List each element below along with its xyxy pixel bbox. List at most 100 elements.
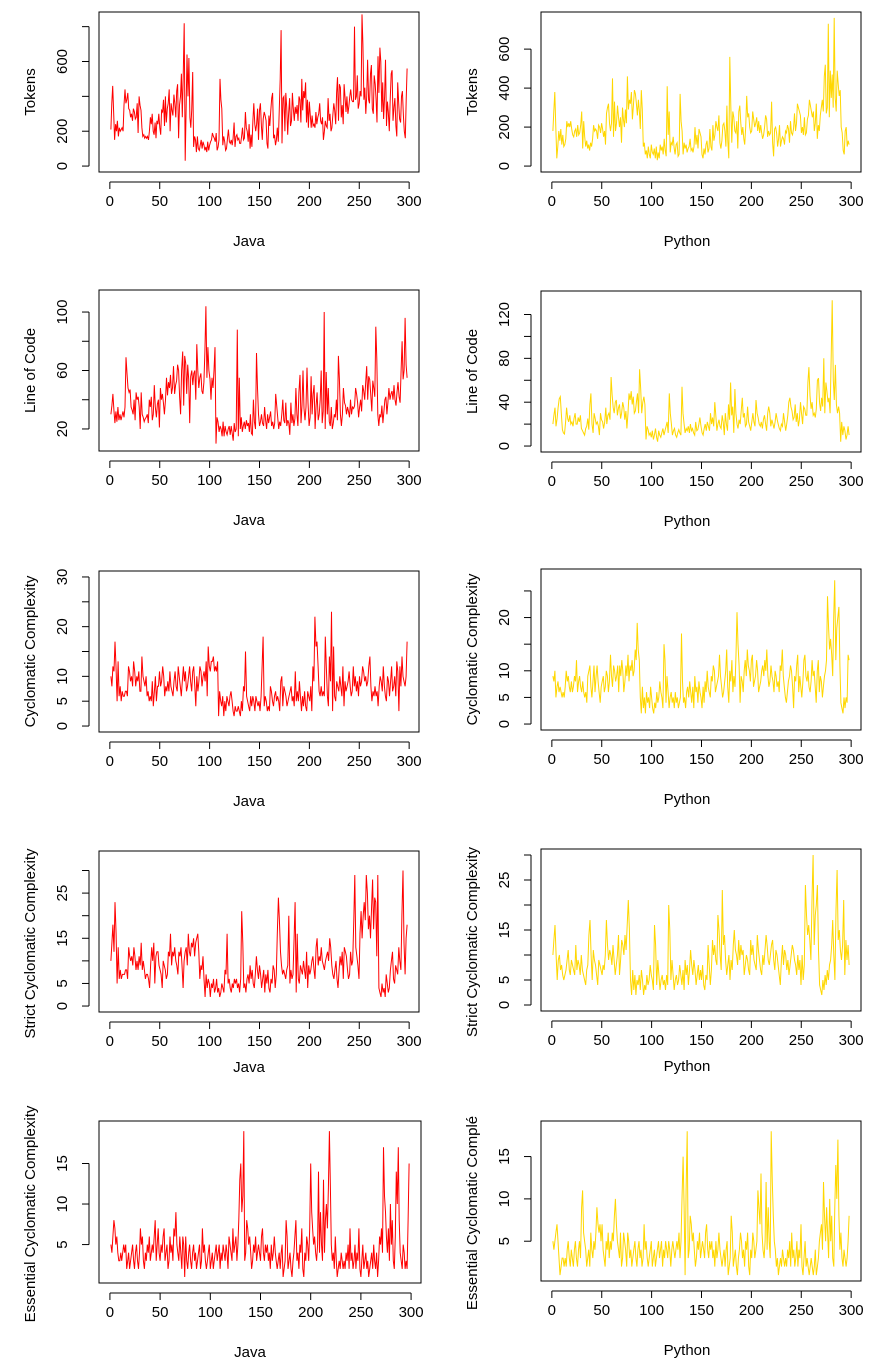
x-tick-label: 200 [739, 193, 764, 210]
y-tick-label: 200 [54, 119, 71, 144]
series-line-python-cc [552, 580, 850, 714]
series-line-java-tokens [110, 14, 408, 161]
y-tick-label: 200 [496, 115, 513, 140]
x-tick-label: 300 [397, 753, 422, 770]
plot-box [540, 848, 862, 1012]
series-line-java-ecc [110, 1131, 410, 1278]
y-tick-label: 10 [54, 1196, 71, 1213]
x-tick-label: 300 [839, 473, 864, 490]
series-line-python-loc [552, 300, 850, 442]
y-axis: 20 60 100 [54, 300, 90, 438]
y-axis: 5 10 15 [496, 1148, 532, 1245]
x-tick-label: 150 [689, 1032, 714, 1049]
y-tick-label: 0 [496, 442, 513, 450]
x-axis-label: Java [233, 793, 265, 810]
y-axis-label: Strict Cyclomatic Complexity [464, 846, 481, 1037]
panel-java-loc: 0 50 100 150 200 250 300 Java 20 60 100 Line of Cod… [22, 289, 422, 529]
x-axis-label: Java [233, 1059, 265, 1076]
x-tick-label: 300 [397, 193, 422, 210]
y-tick-label: 10 [496, 662, 513, 679]
y-tick-label: 15 [54, 930, 71, 947]
y-tick-label: 0 [54, 722, 71, 730]
x-tick-label: 200 [297, 193, 322, 210]
x-axis: 0 50 100 150 200 250 300 [548, 739, 864, 768]
y-tick-label: 30 [54, 569, 71, 586]
series-line-java-cc [110, 611, 408, 717]
x-axis: 0 50 100 150 200 250 300 [106, 741, 422, 770]
x-tick-label: 200 [298, 1304, 323, 1321]
x-tick-label: 250 [789, 1302, 814, 1319]
x-tick-label: 250 [347, 753, 372, 770]
x-axis: 0 50 100 150 200 250 300 [548, 181, 864, 210]
panel-java-scc: 0 50 100 150 200 250 300 Java 0 5 15 25 Strict Cyclo… [22, 848, 422, 1076]
x-axis: 0 50 100 150 200 250 300 [106, 181, 422, 210]
y-tick-label: 60 [54, 362, 71, 379]
y-tick-label: 20 [54, 421, 71, 438]
x-tick-label: 100 [197, 193, 222, 210]
x-tick-label: 50 [593, 193, 610, 210]
panel-java-tokens: 0 50 100 150 200 250 300 Java 0 200 600 Tokens [22, 11, 422, 250]
y-axis-label: Cyclomatic Complexity [464, 573, 481, 725]
series-line-python-tokens [552, 17, 850, 161]
x-axis: 0 50 100 150 200 250 300 [106, 1021, 422, 1050]
x-axis-label: Java [234, 1344, 266, 1360]
x-axis-label: Java [233, 512, 265, 529]
y-tick-label: 5 [496, 976, 513, 984]
x-tick-label: 50 [151, 1033, 168, 1050]
x-tick-label: 200 [297, 753, 322, 770]
x-tick-label: 100 [197, 1033, 222, 1050]
x-tick-label: 0 [548, 193, 556, 210]
panel-python-scc: 0 50 100 150 200 250 300 Python 0 5 15 25 Strict Cyc… [464, 846, 864, 1075]
x-tick-label: 0 [106, 193, 114, 210]
x-tick-label: 300 [839, 1302, 864, 1319]
y-tick-label: 25 [496, 872, 513, 889]
y-axis: 5 10 15 [54, 1155, 90, 1249]
x-tick-label: 250 [789, 1032, 814, 1049]
y-axis: 0 5 10 20 [496, 590, 532, 728]
series-line-python-scc [552, 854, 850, 996]
x-tick-label: 100 [198, 1304, 223, 1321]
x-tick-label: 0 [106, 1033, 114, 1050]
x-tick-label: 300 [839, 751, 864, 768]
x-tick-label: 200 [739, 751, 764, 768]
y-tick-label: 10 [54, 668, 71, 685]
x-tick-label: 50 [593, 751, 610, 768]
y-tick-label: 0 [54, 1002, 71, 1010]
x-tick-label: 250 [789, 473, 814, 490]
panel-java-cc: 0 50 100 150 200 250 300 Java 0 5 10 20 30 Cyclomatic… [22, 569, 422, 810]
panel-python-tokens: 0 50 100 150 200 250 300 Python 0 200 400 600 Tokens [464, 11, 864, 250]
x-axis: 0 50 100 150 200 250 300 [548, 1290, 864, 1319]
x-tick-label: 250 [347, 193, 372, 210]
plot-box [98, 1120, 422, 1284]
y-axis-label: Strict Cyclomatic Complexity [22, 848, 39, 1039]
y-tick-label: 5 [54, 979, 71, 987]
series-line-java-scc [110, 870, 408, 998]
x-axis: 0 50 100 150 200 250 300 [548, 461, 864, 490]
x-tick-label: 150 [689, 193, 714, 210]
plot-box [540, 11, 862, 173]
y-axis: 0 200 600 [54, 26, 90, 170]
y-tick-label: 0 [496, 1001, 513, 1009]
y-tick-label: 5 [496, 1237, 513, 1245]
series-line-java-loc [110, 306, 408, 444]
y-tick-label: 600 [54, 49, 71, 74]
x-tick-label: 250 [347, 472, 372, 489]
y-tick-label: 120 [496, 302, 513, 327]
x-tick-label: 250 [347, 1033, 372, 1050]
y-tick-label: 0 [54, 162, 71, 170]
series-line-python-ecc [552, 1131, 850, 1276]
x-tick-label: 150 [247, 193, 272, 210]
y-tick-label: 400 [496, 76, 513, 101]
x-tick-label: 50 [593, 1302, 610, 1319]
y-tick-label: 5 [54, 1240, 71, 1248]
y-axis-label: Essential Cyclomatic Complé [464, 1116, 481, 1310]
panel-python-loc: 0 50 100 150 200 250 300 Python 0 40 80 120 Line of … [464, 290, 864, 530]
y-axis: 0 40 80 120 [496, 302, 532, 450]
plot-box [98, 850, 420, 1013]
y-tick-label: 600 [496, 37, 513, 62]
panel-python-ecc: 0 50 100 150 200 250 300 Python 5 10 15 Essential C… [464, 1116, 864, 1359]
x-tick-label: 50 [151, 193, 168, 210]
x-axis: 0 50 100 150 200 250 300 [106, 460, 422, 489]
y-tick-label: 15 [54, 1155, 71, 1172]
